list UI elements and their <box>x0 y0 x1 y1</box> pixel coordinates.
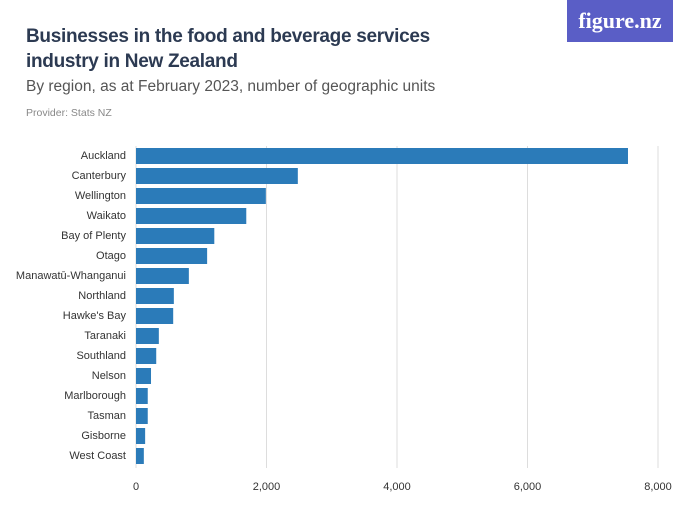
y-tick-label: West Coast <box>69 450 126 462</box>
x-tick-label: 4,000 <box>383 481 411 493</box>
bar <box>136 288 174 304</box>
logo[interactable]: figure.nz <box>567 0 673 42</box>
bar <box>136 208 247 224</box>
x-tick-label: 2,000 <box>253 481 281 493</box>
x-tick-label: 8,000 <box>644 481 672 493</box>
bar <box>136 408 148 424</box>
bar <box>136 228 215 244</box>
x-tick-label: 6,000 <box>514 481 542 493</box>
bar <box>136 448 144 464</box>
bar <box>136 348 157 364</box>
y-tick-label: Southland <box>76 350 126 362</box>
y-tick-label: Auckland <box>81 150 126 162</box>
bar <box>136 388 148 404</box>
y-tick-label: Tasman <box>87 410 126 422</box>
bar <box>136 248 208 264</box>
y-tick-label: Taranaki <box>84 330 126 342</box>
chart-subtitle: By region, as at February 2023, number o… <box>26 78 436 95</box>
y-tick-label: Manawatū-Whanganui <box>16 270 126 282</box>
y-tick-label: Otago <box>96 250 126 262</box>
bar <box>136 428 146 444</box>
bar <box>136 168 298 184</box>
chart-title: Businesses in the food and beverage serv… <box>26 26 430 72</box>
bar <box>136 188 266 204</box>
bar <box>136 328 159 344</box>
provider: Provider: Stats NZ <box>26 107 112 119</box>
y-tick-label: Bay of Plenty <box>61 230 126 242</box>
y-tick-label: Waikato <box>87 210 126 222</box>
x-tick-label: 0 <box>133 481 139 493</box>
bar <box>136 308 174 324</box>
bar <box>136 268 189 284</box>
y-tick-label: Hawke's Bay <box>63 310 127 322</box>
bar <box>136 148 628 164</box>
bar <box>136 368 152 384</box>
y-tick-label: Nelson <box>92 370 126 382</box>
y-tick-label: Gisborne <box>81 430 126 442</box>
y-tick-label: Canterbury <box>72 170 127 182</box>
y-tick-label: Marlborough <box>64 390 126 402</box>
y-tick-label: Northland <box>78 290 126 302</box>
y-tick-label: Wellington <box>75 190 126 202</box>
